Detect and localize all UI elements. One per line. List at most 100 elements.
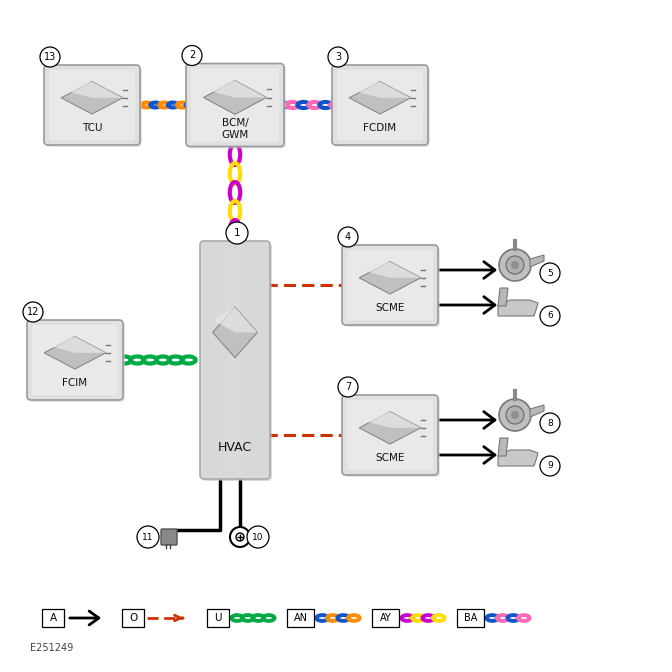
Polygon shape	[212, 307, 257, 333]
Text: SCME: SCME	[376, 303, 405, 313]
Polygon shape	[360, 261, 421, 278]
Text: E251249: E251249	[30, 643, 73, 653]
FancyBboxPatch shape	[344, 247, 440, 327]
Circle shape	[230, 527, 250, 547]
FancyBboxPatch shape	[32, 325, 118, 395]
Circle shape	[506, 256, 524, 274]
Text: 12: 12	[27, 307, 39, 317]
FancyBboxPatch shape	[347, 250, 433, 320]
Text: 4: 4	[345, 232, 351, 242]
Polygon shape	[349, 81, 411, 98]
Polygon shape	[530, 255, 544, 267]
Polygon shape	[61, 81, 123, 98]
Text: SCME: SCME	[376, 453, 405, 463]
Circle shape	[338, 227, 358, 247]
FancyBboxPatch shape	[251, 249, 258, 471]
Text: TCU: TCU	[82, 123, 102, 133]
Text: BCM/
GWM: BCM/ GWM	[221, 118, 249, 140]
FancyBboxPatch shape	[204, 249, 212, 471]
Circle shape	[137, 526, 159, 548]
Polygon shape	[498, 450, 538, 466]
FancyBboxPatch shape	[287, 609, 314, 627]
Text: HVAC: HVAC	[218, 441, 252, 454]
Circle shape	[499, 249, 531, 281]
Circle shape	[540, 456, 560, 476]
FancyBboxPatch shape	[212, 249, 220, 471]
FancyBboxPatch shape	[258, 249, 266, 471]
FancyBboxPatch shape	[372, 609, 399, 627]
Polygon shape	[498, 438, 508, 456]
Text: FCIM: FCIM	[62, 378, 87, 388]
FancyBboxPatch shape	[161, 529, 177, 545]
FancyBboxPatch shape	[457, 609, 484, 627]
Circle shape	[511, 261, 519, 269]
Text: A: A	[50, 613, 56, 623]
FancyBboxPatch shape	[342, 245, 438, 325]
Polygon shape	[498, 288, 508, 306]
Circle shape	[182, 46, 202, 65]
FancyBboxPatch shape	[227, 249, 235, 471]
FancyBboxPatch shape	[243, 249, 251, 471]
Polygon shape	[204, 81, 267, 114]
FancyBboxPatch shape	[49, 70, 135, 140]
FancyBboxPatch shape	[334, 67, 430, 147]
Text: 3: 3	[335, 52, 341, 62]
Circle shape	[540, 306, 560, 326]
FancyBboxPatch shape	[202, 243, 272, 481]
FancyBboxPatch shape	[337, 70, 423, 140]
FancyBboxPatch shape	[207, 609, 229, 627]
FancyBboxPatch shape	[42, 609, 64, 627]
Polygon shape	[498, 300, 538, 316]
Polygon shape	[61, 81, 123, 114]
Polygon shape	[204, 81, 267, 97]
FancyBboxPatch shape	[122, 609, 144, 627]
FancyBboxPatch shape	[342, 395, 438, 475]
FancyBboxPatch shape	[332, 65, 428, 145]
FancyBboxPatch shape	[235, 249, 243, 471]
Text: 11: 11	[142, 532, 154, 542]
FancyBboxPatch shape	[347, 400, 433, 470]
Polygon shape	[360, 261, 421, 294]
Text: 9: 9	[547, 462, 553, 470]
FancyBboxPatch shape	[200, 241, 270, 479]
Text: U: U	[214, 613, 222, 623]
Text: 8: 8	[547, 419, 553, 427]
Text: AN: AN	[294, 613, 308, 623]
FancyBboxPatch shape	[27, 320, 123, 400]
Polygon shape	[44, 337, 106, 353]
Text: 1: 1	[234, 228, 241, 238]
FancyBboxPatch shape	[344, 397, 440, 477]
Circle shape	[40, 47, 60, 67]
Polygon shape	[360, 411, 421, 428]
Circle shape	[328, 47, 348, 67]
FancyBboxPatch shape	[29, 322, 125, 402]
Circle shape	[338, 377, 358, 397]
FancyBboxPatch shape	[191, 69, 279, 142]
FancyBboxPatch shape	[46, 67, 142, 147]
Circle shape	[247, 526, 269, 548]
Circle shape	[226, 222, 248, 244]
Polygon shape	[349, 81, 411, 114]
Text: 10: 10	[252, 532, 263, 542]
Polygon shape	[530, 405, 544, 417]
Polygon shape	[44, 337, 106, 369]
Text: 6: 6	[547, 312, 553, 321]
Text: BA: BA	[464, 613, 477, 623]
FancyBboxPatch shape	[44, 65, 140, 145]
Circle shape	[511, 411, 519, 419]
Text: 13: 13	[44, 52, 56, 62]
Text: 5: 5	[547, 269, 553, 278]
FancyBboxPatch shape	[186, 63, 284, 146]
Text: AY: AY	[380, 613, 391, 623]
Text: O: O	[129, 613, 137, 623]
Text: FCDIM: FCDIM	[364, 123, 396, 133]
Text: 2: 2	[189, 50, 195, 60]
Circle shape	[540, 263, 560, 283]
Circle shape	[499, 399, 531, 431]
FancyBboxPatch shape	[220, 249, 227, 471]
Text: 7: 7	[345, 382, 351, 392]
Circle shape	[506, 406, 524, 424]
FancyBboxPatch shape	[188, 65, 286, 149]
Circle shape	[540, 413, 560, 433]
Circle shape	[23, 302, 43, 322]
